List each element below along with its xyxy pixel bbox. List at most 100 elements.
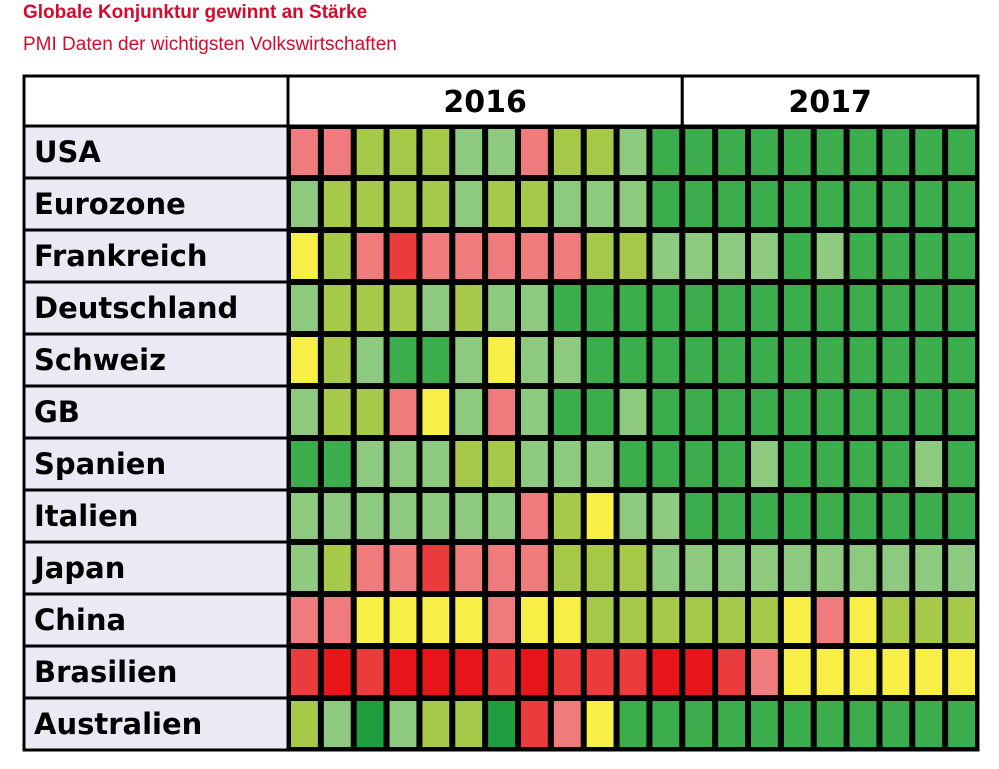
cell-china-11 bbox=[619, 597, 647, 643]
cell-usa-14 bbox=[718, 129, 745, 175]
cell-frankreich-1 bbox=[291, 233, 318, 279]
row-label-brasilien: Brasilien bbox=[34, 655, 177, 689]
cell-usa-18 bbox=[849, 129, 877, 175]
cell-china-14 bbox=[718, 597, 745, 643]
cell-australien-8 bbox=[521, 701, 548, 747]
cell-spanien-17 bbox=[816, 441, 844, 487]
cell-schweiz-10 bbox=[586, 337, 614, 383]
cell-eurozone-5 bbox=[422, 181, 450, 227]
cell-brasilien-20 bbox=[915, 649, 943, 695]
cell-usa-12 bbox=[652, 129, 680, 175]
year-header-2017 bbox=[680, 74, 980, 128]
cell-brasilien-7 bbox=[488, 649, 515, 695]
cell-china-18 bbox=[849, 597, 877, 643]
cell-eurozone-14 bbox=[718, 181, 745, 227]
cell-schweiz-13 bbox=[685, 337, 713, 383]
cell-brasilien-1 bbox=[291, 649, 318, 695]
cell-schweiz-9 bbox=[553, 337, 581, 383]
cell-spanien-15 bbox=[751, 441, 778, 487]
cell-usa-4 bbox=[389, 129, 417, 175]
cell-japan-5 bbox=[422, 545, 450, 591]
cell-china-4 bbox=[389, 597, 417, 643]
cell-brasilien-6 bbox=[455, 649, 483, 695]
cell-japan-8 bbox=[521, 545, 548, 591]
cell-brasilien-21 bbox=[948, 649, 975, 695]
row-label-eurozone: Eurozone bbox=[34, 187, 186, 221]
cell-brasilien-12 bbox=[652, 649, 680, 695]
cell-australien-4 bbox=[389, 701, 417, 747]
cell-brasilien-11 bbox=[619, 649, 647, 695]
cell-schweiz-6 bbox=[455, 337, 483, 383]
cell-italien-1 bbox=[291, 493, 318, 539]
cell-australien-17 bbox=[816, 701, 844, 747]
cell-deutschland-20 bbox=[915, 285, 943, 331]
cell-deutschland-19 bbox=[882, 285, 910, 331]
cell-frankreich-12 bbox=[652, 233, 680, 279]
cell-japan-10 bbox=[586, 545, 614, 591]
cell-gb-21 bbox=[948, 389, 975, 435]
cell-usa-11 bbox=[619, 129, 647, 175]
cell-usa-2 bbox=[323, 129, 351, 175]
cell-usa-1 bbox=[291, 129, 318, 175]
cell-spanien-7 bbox=[488, 441, 515, 487]
cell-brasilien-19 bbox=[882, 649, 910, 695]
cell-china-5 bbox=[422, 597, 450, 643]
cell-china-13 bbox=[685, 597, 713, 643]
cell-schweiz-15 bbox=[751, 337, 778, 383]
cell-spanien-16 bbox=[783, 441, 811, 487]
year-label-2016: 2016 bbox=[443, 85, 527, 120]
cell-deutschland-21 bbox=[948, 285, 975, 331]
cell-australien-15 bbox=[751, 701, 778, 747]
cell-frankreich-21 bbox=[948, 233, 975, 279]
cell-italien-12 bbox=[652, 493, 680, 539]
cell-schweiz-5 bbox=[422, 337, 450, 383]
row-label-spanien: Spanien bbox=[34, 447, 166, 481]
cell-japan-17 bbox=[816, 545, 844, 591]
cell-japan-2 bbox=[323, 545, 351, 591]
cell-italien-16 bbox=[783, 493, 811, 539]
cell-gb-11 bbox=[619, 389, 647, 435]
cell-deutschland-6 bbox=[455, 285, 483, 331]
cell-china-17 bbox=[816, 597, 844, 643]
cell-schweiz-16 bbox=[783, 337, 811, 383]
cell-gb-10 bbox=[586, 389, 614, 435]
row-label-cell-eurozone bbox=[22, 176, 290, 232]
cell-frankreich-8 bbox=[521, 233, 548, 279]
cell-japan-15 bbox=[751, 545, 778, 591]
cell-usa-9 bbox=[553, 129, 581, 175]
cell-china-3 bbox=[356, 597, 384, 643]
cell-frankreich-5 bbox=[422, 233, 450, 279]
cell-usa-8 bbox=[521, 129, 548, 175]
cell-gb-20 bbox=[915, 389, 943, 435]
cell-japan-12 bbox=[652, 545, 680, 591]
cell-spanien-13 bbox=[685, 441, 713, 487]
cell-deutschland-8 bbox=[521, 285, 548, 331]
cell-eurozone-6 bbox=[455, 181, 483, 227]
cell-spanien-3 bbox=[356, 441, 384, 487]
cell-schweiz-19 bbox=[882, 337, 910, 383]
cell-eurozone-16 bbox=[783, 181, 811, 227]
cell-frankreich-14 bbox=[718, 233, 745, 279]
cell-deutschland-14 bbox=[718, 285, 745, 331]
cell-italien-18 bbox=[849, 493, 877, 539]
cell-frankreich-7 bbox=[488, 233, 515, 279]
cell-schweiz-12 bbox=[652, 337, 680, 383]
row-label-italien: Italien bbox=[34, 499, 138, 533]
cell-usa-13 bbox=[685, 129, 713, 175]
cell-frankreich-2 bbox=[323, 233, 351, 279]
cell-brasilien-14 bbox=[718, 649, 745, 695]
cell-japan-7 bbox=[488, 545, 515, 591]
cell-gb-12 bbox=[652, 389, 680, 435]
cell-frankreich-11 bbox=[619, 233, 647, 279]
cell-frankreich-15 bbox=[751, 233, 778, 279]
cell-usa-6 bbox=[455, 129, 483, 175]
cell-spanien-10 bbox=[586, 441, 614, 487]
cell-eurozone-3 bbox=[356, 181, 384, 227]
cell-eurozone-18 bbox=[849, 181, 877, 227]
cell-spanien-20 bbox=[915, 441, 943, 487]
cell-eurozone-2 bbox=[323, 181, 351, 227]
cell-frankreich-4 bbox=[389, 233, 417, 279]
cell-japan-11 bbox=[619, 545, 647, 591]
row-label-frankreich: Frankreich bbox=[34, 239, 208, 273]
cell-gb-14 bbox=[718, 389, 745, 435]
